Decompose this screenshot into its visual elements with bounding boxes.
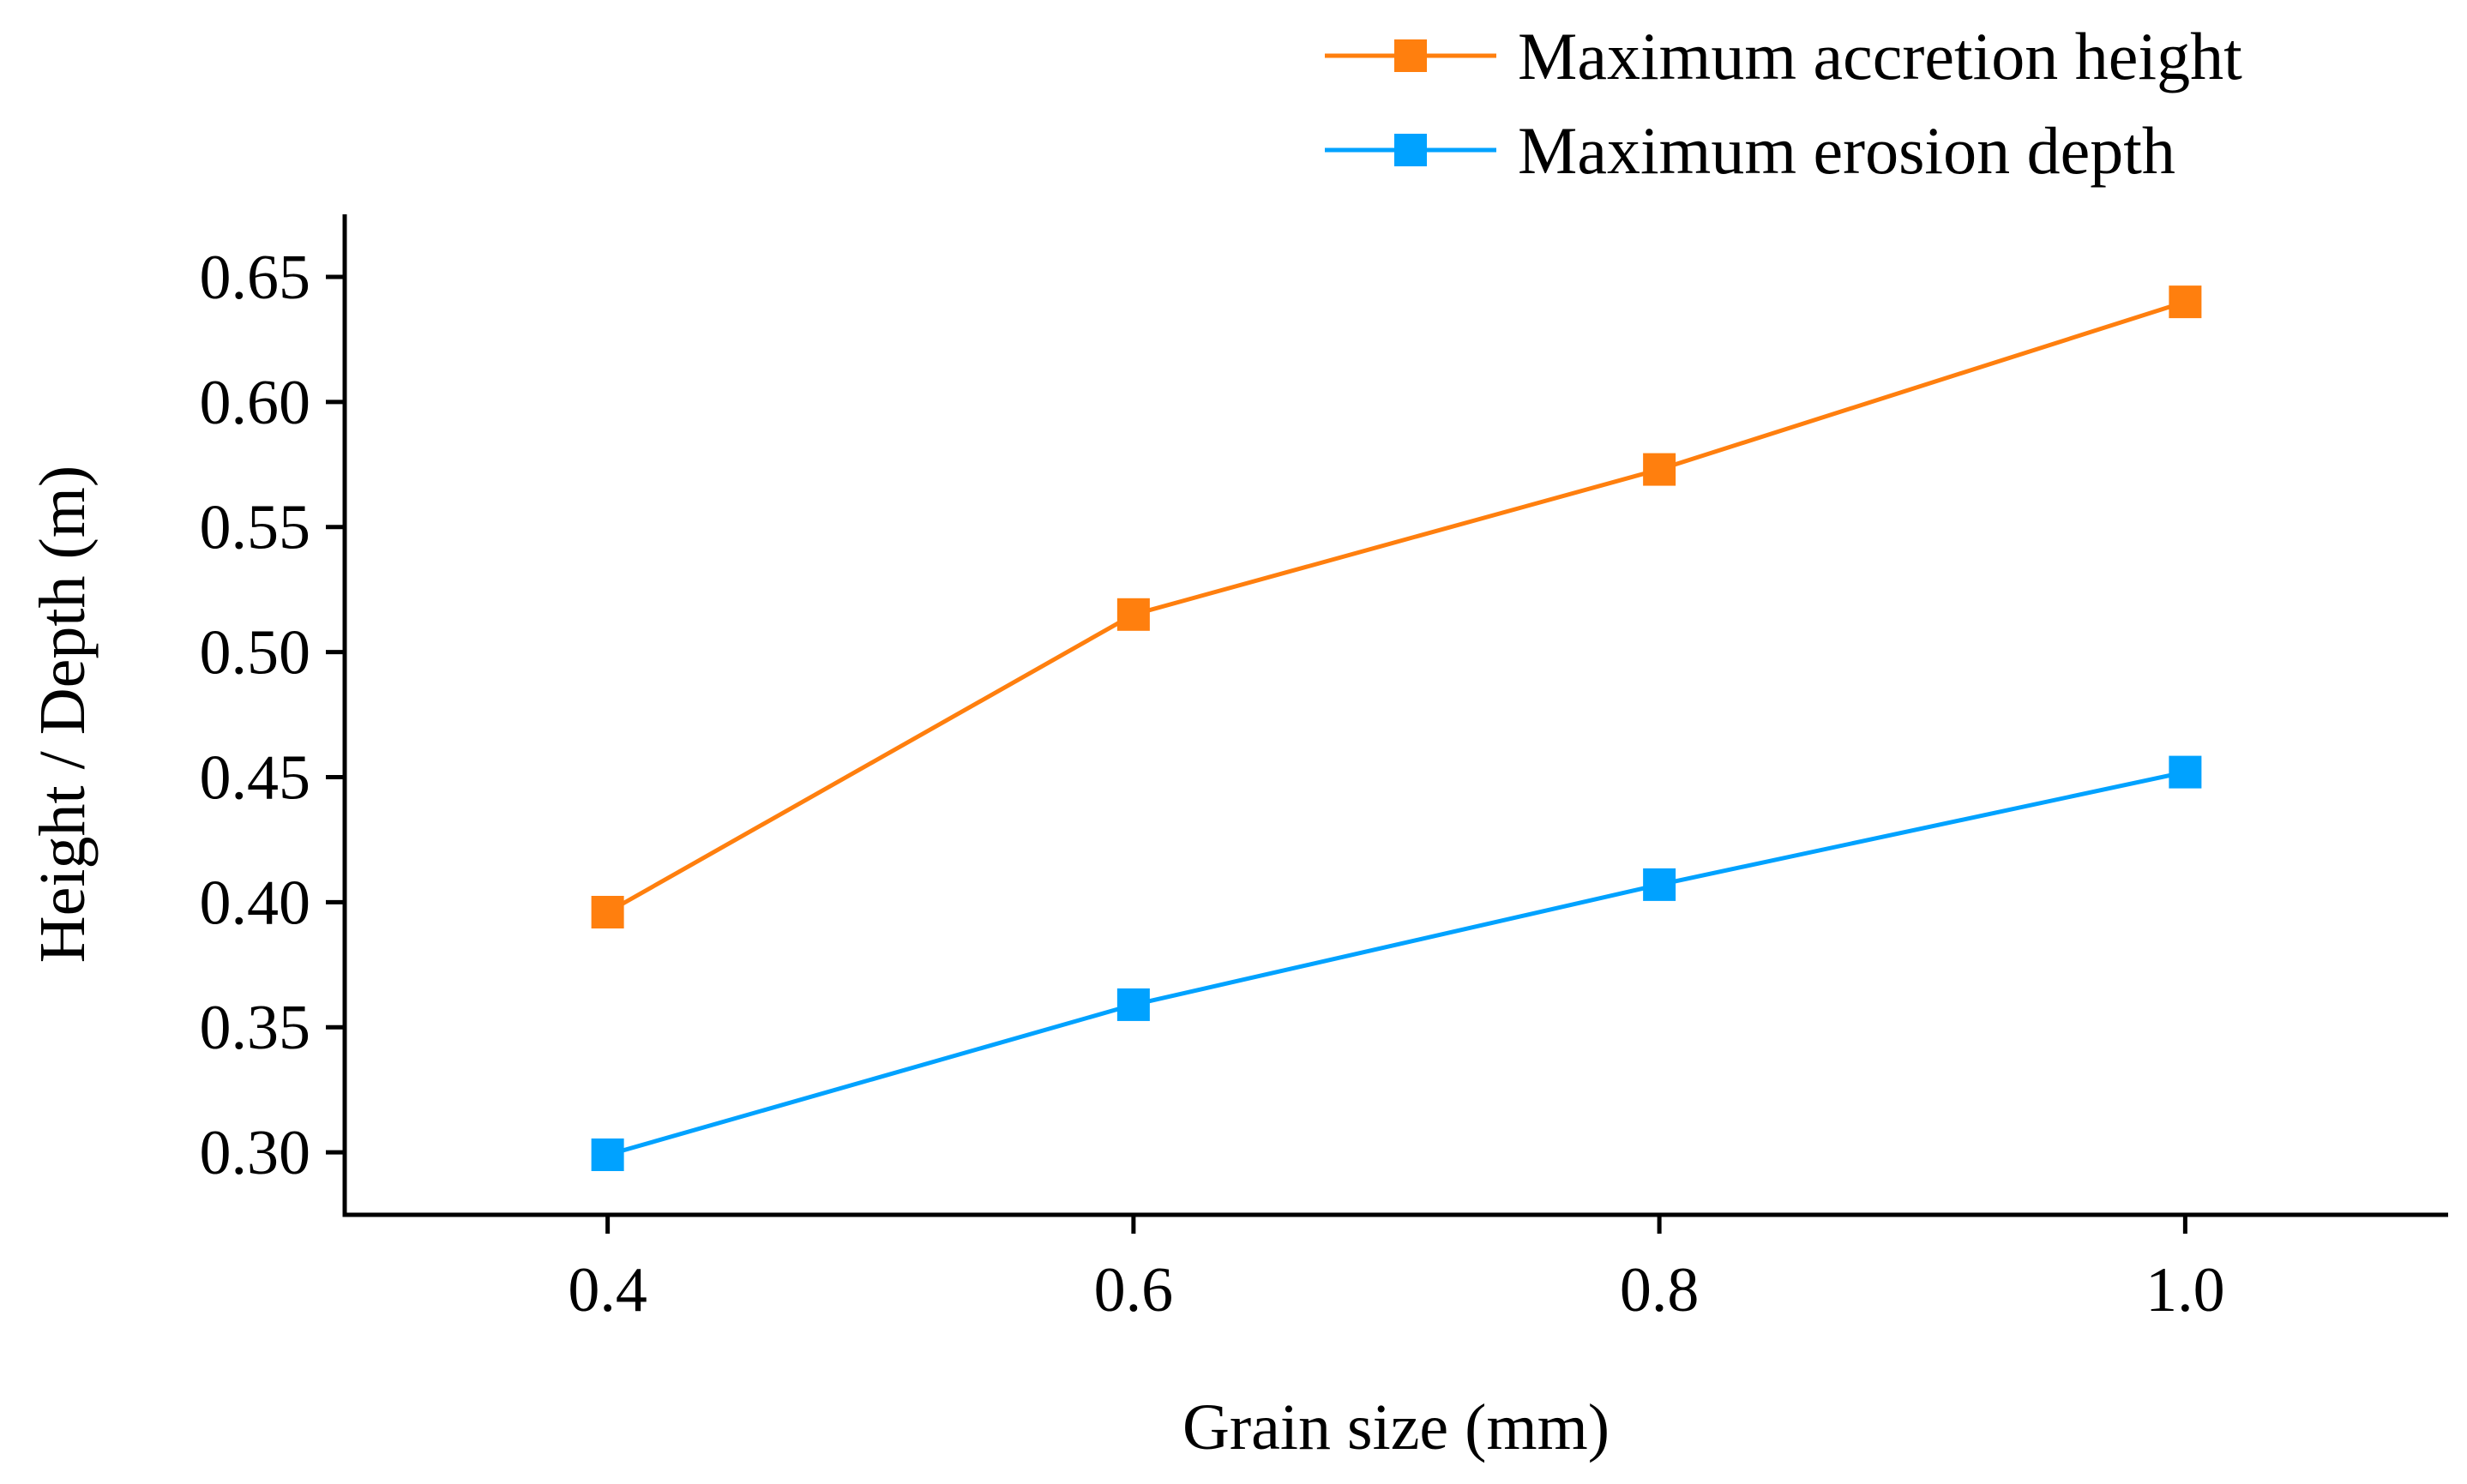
legend: Maximum accretion height Maximum erosion… xyxy=(1325,19,2242,188)
x-tick-label: 1.0 xyxy=(2145,1255,2225,1325)
x-tick-label: 0.8 xyxy=(1620,1255,1700,1325)
legend-label-accretion: Maximum accretion height xyxy=(1518,19,2242,93)
y-tick-label: 0.55 xyxy=(200,493,311,563)
y-tick-label: 0.35 xyxy=(200,993,311,1063)
series-line-accretion xyxy=(606,299,2187,915)
x-tick-label: 0.6 xyxy=(1094,1255,1174,1325)
data-point-accretion xyxy=(1643,453,1676,486)
data-point-erosion xyxy=(1116,988,1150,1021)
data-point-accretion xyxy=(1116,598,1150,631)
y-tick-label: 0.30 xyxy=(200,1118,311,1188)
y-tick-label: 0.60 xyxy=(200,368,311,438)
data-point-accretion xyxy=(591,895,624,928)
x-tick-label: 0.4 xyxy=(568,1255,647,1325)
legend-marker-accretion xyxy=(1394,39,1427,72)
data-point-accretion xyxy=(2169,285,2202,319)
plot-area: 0.300.350.400.450.500.550.600.65 0.4 0.6 0… xyxy=(200,214,2448,1325)
y-ticks: 0.30 0.35 0.40 0.45 0.50 0.55 0.60 0.65 xyxy=(200,243,345,1188)
legend-marker-erosion xyxy=(1394,134,1427,166)
series-layer xyxy=(591,285,2202,1171)
x-ticks: 0.4 0.6 0.8 1.0 xyxy=(568,1215,2225,1325)
y-tick-label: 0.50 xyxy=(200,618,311,688)
y-axis-title: Height / Depth (m) xyxy=(27,466,99,963)
y-tick-label: 0.45 xyxy=(200,742,311,813)
legend-label-erosion: Maximum erosion depth xyxy=(1518,113,2175,188)
legend-entry-erosion: Maximum erosion depth xyxy=(1325,113,2175,188)
legend-entry-accretion: Maximum accretion height xyxy=(1325,19,2242,93)
data-point-erosion xyxy=(1643,868,1676,901)
series-line-erosion xyxy=(606,770,2186,1157)
data-point-erosion xyxy=(2169,755,2202,789)
series-accretion xyxy=(591,285,2202,928)
data-point-erosion xyxy=(591,1138,624,1171)
y-tick-label: 0.40 xyxy=(200,868,311,938)
y-tick-label: 0.65 xyxy=(200,243,311,313)
x-axis-title: Grain size (mm) xyxy=(1182,1391,1610,1463)
series-erosion xyxy=(591,755,2202,1171)
